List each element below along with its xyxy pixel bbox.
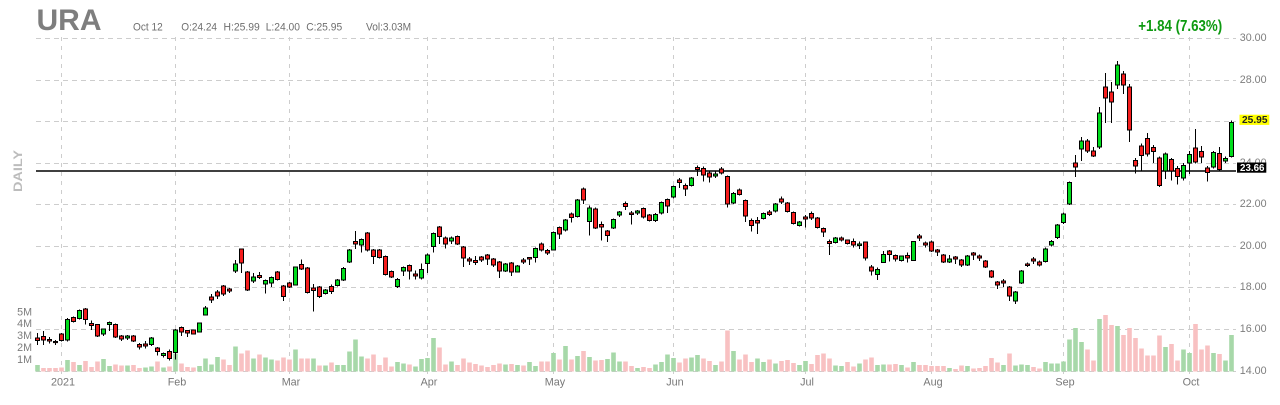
svg-text:Apr: Apr [421,377,438,389]
svg-text:28.00: 28.00 [1240,74,1267,86]
svg-text:H:25.99: H:25.99 [224,21,260,33]
svg-text:L:24.00: L:24.00 [266,21,300,33]
svg-text:Feb: Feb [168,377,187,389]
svg-text:20.00: 20.00 [1240,240,1267,252]
svg-text:23.66: 23.66 [1240,162,1265,174]
svg-text:16.00: 16.00 [1240,323,1267,335]
svg-text:2M: 2M [17,342,32,354]
svg-text:3M: 3M [17,330,32,342]
svg-text:O:24.24: O:24.24 [181,21,217,33]
svg-text:Oct 12: Oct 12 [133,21,163,33]
svg-text:DAILY: DAILY [11,150,25,192]
svg-text:4M: 4M [17,318,32,330]
svg-text:Jul: Jul [800,377,814,389]
svg-text:Sep: Sep [1055,377,1074,389]
svg-text:2021: 2021 [51,377,75,389]
svg-text:Jun: Jun [666,377,683,389]
svg-text:C:25.95: C:25.95 [306,21,342,33]
svg-text:Oct: Oct [1183,377,1200,389]
svg-text:1M: 1M [17,354,32,366]
svg-text:14.00: 14.00 [1240,365,1267,377]
svg-text:18.00: 18.00 [1240,281,1267,293]
svg-text:5M: 5M [17,306,32,318]
svg-text:22.00: 22.00 [1240,198,1267,210]
svg-text:Aug: Aug [923,377,942,389]
svg-text:30.00: 30.00 [1240,32,1267,44]
svg-text:Vol:3.03M: Vol:3.03M [366,21,411,33]
svg-text:+1.84 (7.63%): +1.84 (7.63%) [1138,18,1222,35]
svg-text:URA: URA [37,4,102,37]
svg-text:Mar: Mar [282,377,301,389]
svg-text:25.95: 25.95 [1242,114,1268,126]
svg-text:May: May [545,377,566,389]
